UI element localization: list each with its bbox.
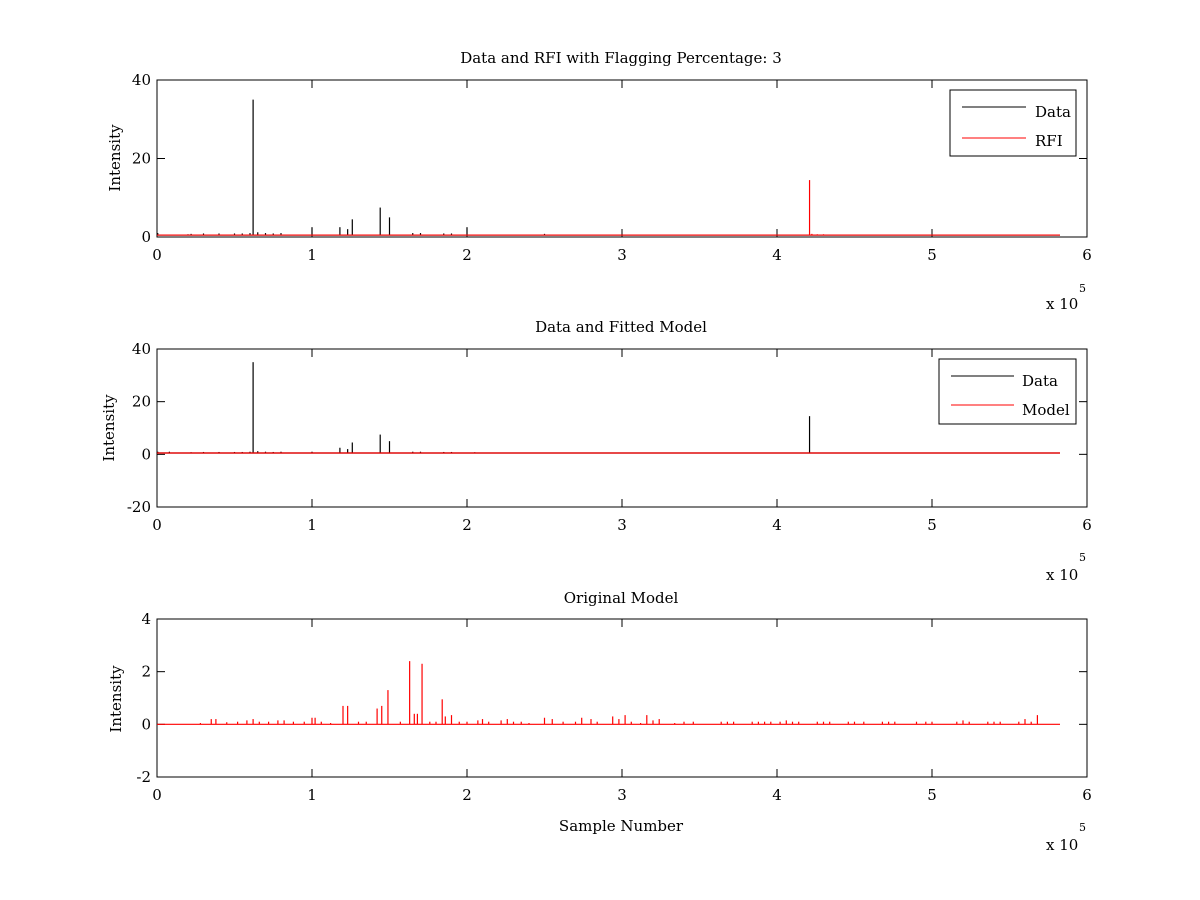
x-tick-label: 0 [152,786,162,804]
x-tick-label: 5 [927,516,937,534]
x-tick-label: 0 [152,516,162,534]
series-rfi [157,180,1060,236]
panel-2-x-multiplier-exp: 5 [1079,551,1086,564]
panel-1-legend-box [949,89,1077,157]
x-tick-label: 6 [1082,246,1092,264]
panel-2-legend: Data Model [938,358,1077,425]
x-tick-label: 0 [152,246,162,264]
panel-2: Data and Fitted Model Intensity 0 1 2 3 4 5 6 -… [100,318,1092,584]
y-tick-label: 40 [132,340,151,358]
x-tick-label: 2 [462,516,472,534]
x-tick-label: 5 [927,246,937,264]
panel-1-legend: Data RFI [949,89,1077,157]
panel-3-title: Original Model [564,589,679,607]
panel-1-x-multiplier: x 10 [1046,295,1078,313]
series-model [157,661,1060,725]
y-tick-label: 2 [141,663,151,681]
y-tick-label: 4 [141,610,151,628]
x-tick-label: 4 [772,246,782,264]
x-tick-label: 4 [772,786,782,804]
panel-1-legend-rfi-label: RFI [1035,132,1063,150]
y-tick-label: 0 [141,228,151,246]
y-tick-label: 0 [141,445,151,463]
y-tick-label: 40 [132,71,151,89]
x-tick-label: 5 [927,786,937,804]
x-tick-label: 3 [617,786,627,804]
panel-2-legend-data-label: Data [1022,372,1058,390]
panel-1-plot: 0 1 2 3 4 5 6 0 20 40 [132,71,1092,264]
panel-2-legend-box [938,358,1077,425]
y-tick-label: 0 [141,715,151,733]
x-tick-label: 1 [307,786,317,804]
x-tick-label: 2 [462,786,472,804]
x-tick-label: 3 [617,246,627,264]
y-tick-label: -2 [136,768,151,786]
panel-3-x-multiplier: x 10 [1046,836,1078,854]
panel-1-x-multiplier-exp: 5 [1079,282,1086,295]
panel-3-ylabel: Intensity [107,665,125,733]
y-tick-label: -20 [127,498,151,516]
x-tick-label: 6 [1082,516,1092,534]
panel-1-ylabel: Intensity [106,124,124,192]
x-tick-label: 4 [772,516,782,534]
panel-2-x-multiplier: x 10 [1046,566,1078,584]
panel-2-ylabel: Intensity [100,394,118,462]
panel-3-x-multiplier-exp: 5 [1079,821,1086,834]
x-tick-label: 1 [307,516,317,534]
x-tick-label: 3 [617,516,627,534]
x-tick-label: 1 [307,246,317,264]
x-tick-label: 2 [462,246,472,264]
panel-1-title: Data and RFI with Flagging Percentage: 3 [460,49,782,67]
y-tick-label: 20 [132,393,151,411]
panel-2-title: Data and Fitted Model [535,318,707,336]
x-tick-label: 6 [1082,786,1092,804]
panel-1-legend-data-label: Data [1035,103,1071,121]
panel-2-legend-model-label: Model [1022,401,1070,419]
y-tick-label: 20 [132,150,151,168]
panel-1: Data and RFI with Flagging Percentage: 3… [106,49,1092,313]
panel-3-xlabel: Sample Number [559,817,684,835]
